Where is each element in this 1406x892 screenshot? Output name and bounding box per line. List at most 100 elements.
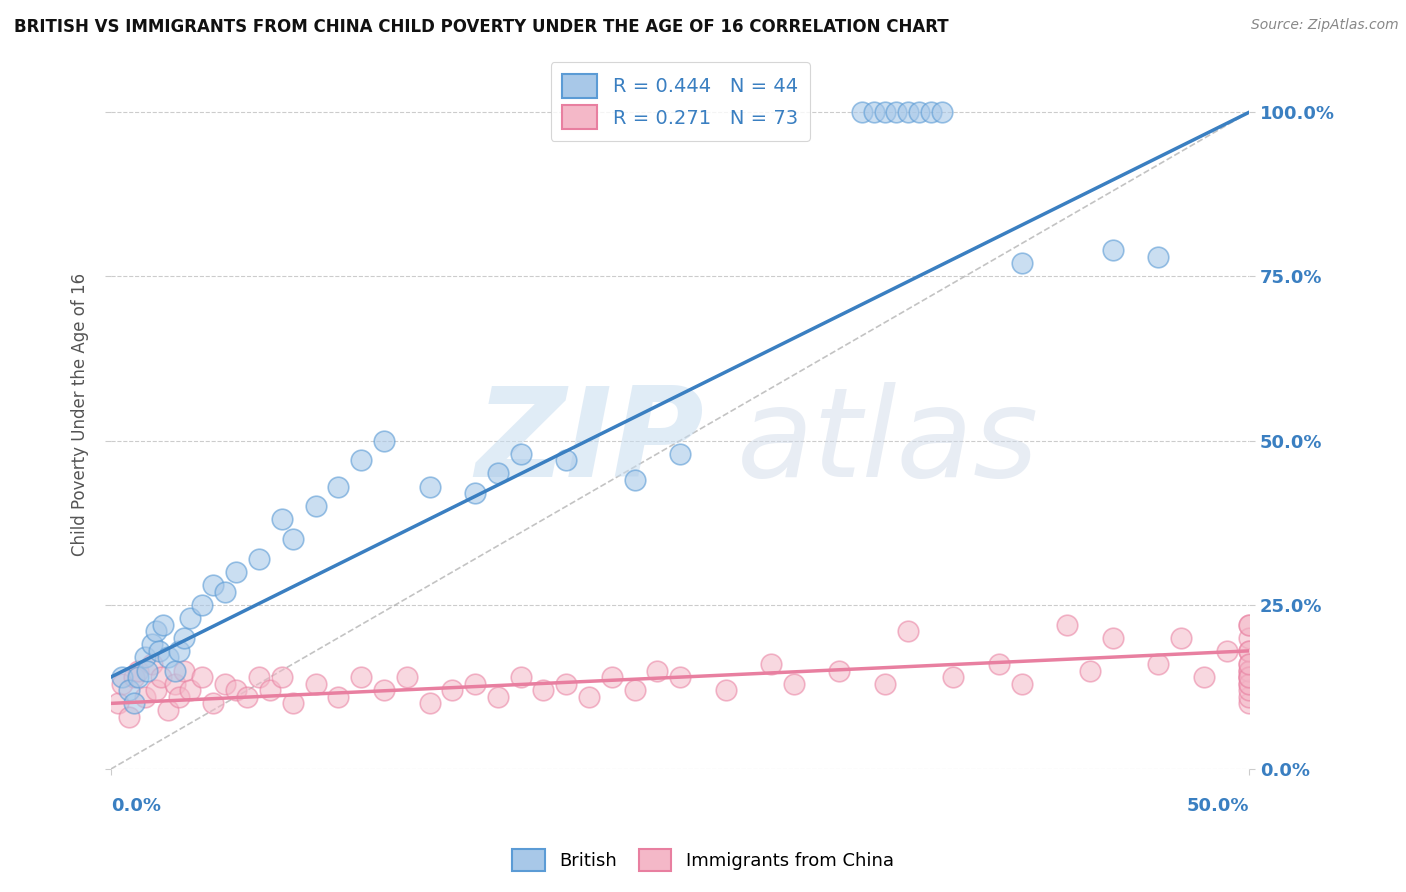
Point: [441, 683, 464, 698]
Point: [862, 105, 884, 120]
Point: [214, 676, 236, 690]
Point: [886, 105, 908, 120]
Point: [486, 690, 509, 704]
Point: [328, 480, 350, 494]
Point: [1215, 644, 1237, 658]
Text: ZIP: ZIP: [475, 383, 704, 503]
Point: [111, 676, 134, 690]
Point: [1239, 644, 1261, 658]
Point: [1239, 690, 1261, 704]
Point: [156, 650, 179, 665]
Point: [202, 578, 225, 592]
Point: [1239, 676, 1261, 690]
Point: [141, 657, 163, 671]
Point: [152, 617, 174, 632]
Point: [1239, 644, 1261, 658]
Point: [167, 644, 190, 658]
Point: [555, 453, 578, 467]
Point: [1078, 664, 1101, 678]
Point: [236, 690, 259, 704]
Point: [1239, 670, 1261, 684]
Point: [1239, 664, 1261, 678]
Point: [225, 683, 247, 698]
Point: [281, 697, 304, 711]
Point: [202, 697, 225, 711]
Point: [305, 500, 328, 514]
Point: [486, 467, 509, 481]
Point: [1011, 256, 1033, 270]
Point: [118, 709, 141, 723]
Point: [191, 598, 214, 612]
Point: [873, 676, 896, 690]
Point: [173, 631, 195, 645]
Point: [373, 434, 395, 448]
Point: [1239, 670, 1261, 684]
Point: [987, 657, 1010, 671]
Point: [270, 670, 292, 684]
Point: [145, 624, 167, 639]
Point: [145, 683, 167, 698]
Point: [851, 105, 873, 120]
Point: [931, 105, 953, 120]
Point: [167, 690, 190, 704]
Point: [163, 676, 186, 690]
Point: [1239, 657, 1261, 671]
Point: [328, 690, 350, 704]
Point: [1239, 683, 1261, 698]
Point: [509, 447, 531, 461]
Point: [305, 676, 328, 690]
Point: [1239, 631, 1261, 645]
Point: [107, 697, 129, 711]
Point: [156, 703, 179, 717]
Point: [759, 657, 782, 671]
Point: [669, 670, 692, 684]
Point: [942, 670, 965, 684]
Point: [247, 670, 270, 684]
Point: [714, 683, 737, 698]
Point: [1056, 617, 1078, 632]
Point: [122, 697, 145, 711]
Point: [828, 664, 851, 678]
Point: [897, 105, 920, 120]
Point: [395, 670, 418, 684]
Point: [645, 664, 668, 678]
Point: [464, 486, 486, 500]
Point: [350, 453, 373, 467]
Point: [373, 683, 395, 698]
Point: [555, 676, 578, 690]
Point: [1239, 617, 1261, 632]
Point: [191, 670, 214, 684]
Point: [118, 683, 141, 698]
Point: [1011, 676, 1033, 690]
Point: [1239, 664, 1261, 678]
Text: BRITISH VS IMMIGRANTS FROM CHINA CHILD POVERTY UNDER THE AGE OF 16 CORRELATION C: BRITISH VS IMMIGRANTS FROM CHINA CHILD P…: [14, 18, 949, 36]
Point: [1101, 243, 1123, 257]
Point: [122, 670, 145, 684]
Point: [1101, 631, 1123, 645]
Point: [669, 447, 692, 461]
Point: [179, 683, 201, 698]
Point: [179, 611, 201, 625]
Point: [897, 624, 920, 639]
Point: [533, 683, 555, 698]
Point: [1239, 657, 1261, 671]
Point: [259, 683, 281, 698]
Text: Source: ZipAtlas.com: Source: ZipAtlas.com: [1251, 18, 1399, 32]
Point: [419, 697, 441, 711]
Point: [1239, 617, 1261, 632]
Legend: British, Immigrants from China: British, Immigrants from China: [505, 842, 901, 879]
Point: [134, 650, 156, 665]
Text: 50.0%: 50.0%: [1187, 797, 1250, 815]
Point: [163, 664, 186, 678]
Point: [1192, 670, 1215, 684]
Point: [136, 664, 159, 678]
Point: [214, 584, 236, 599]
Point: [173, 664, 195, 678]
Point: [908, 105, 931, 120]
Point: [350, 670, 373, 684]
Y-axis label: Child Poverty Under the Age of 16: Child Poverty Under the Age of 16: [72, 273, 89, 556]
Point: [111, 670, 134, 684]
Point: [1147, 250, 1170, 264]
Point: [1147, 657, 1170, 671]
Point: [127, 664, 149, 678]
